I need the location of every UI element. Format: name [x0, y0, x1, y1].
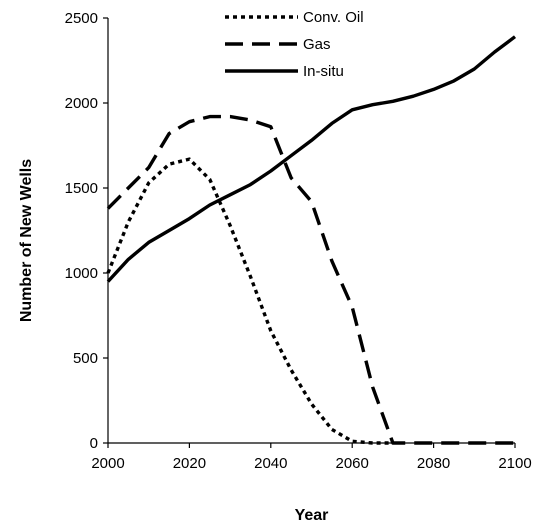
- legend-label: Conv. Oil: [303, 9, 364, 26]
- y-tick-label: 0: [90, 435, 98, 452]
- legend-label: Gas: [303, 36, 331, 53]
- x-tick-label: 2100: [498, 455, 531, 472]
- series-layer: [106, 35, 517, 445]
- legend: Conv. Oil Gas In-situ: [225, 9, 364, 80]
- x-tick-label: 2040: [254, 455, 287, 472]
- y-tick-label: 1500: [65, 180, 98, 197]
- x-axis-title: Year: [295, 507, 329, 524]
- y-tick-label: 1000: [65, 265, 98, 282]
- series-line-conv-oil: [106, 157, 393, 445]
- y-axis-ticks: 0 500 1000 1500 2000 2500: [65, 10, 108, 452]
- y-axis-title: Number of New Wells: [18, 159, 35, 322]
- legend-label: In-situ: [303, 63, 344, 80]
- y-tick-label: 2000: [65, 95, 98, 112]
- series-line-in-situ: [106, 35, 517, 283]
- y-tick-label: 500: [73, 350, 98, 367]
- x-tick-label: 2000: [91, 455, 124, 472]
- x-tick-label: 2020: [173, 455, 206, 472]
- x-tick-label: 2080: [417, 455, 450, 472]
- series-line-gas: [106, 114, 515, 445]
- x-tick-label: 2060: [336, 455, 369, 472]
- y-tick-label: 2500: [65, 10, 98, 27]
- x-axis-ticks: 2000 2020 2040 2060 2080 2100: [91, 443, 532, 472]
